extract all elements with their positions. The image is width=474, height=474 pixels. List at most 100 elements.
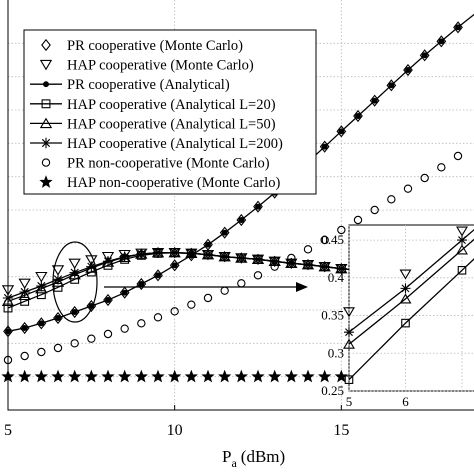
data-point [20,296,30,306]
inset-data-point [400,283,411,294]
data-point [437,163,446,172]
legend-label: HAP cooperative (Analytical L=20) [67,97,276,113]
legend-label: HAP non-cooperative (Monte Carlo) [67,175,280,191]
inset-data-point [343,338,355,349]
data-point [201,369,215,383]
data-point [170,307,179,316]
data-point [371,97,378,104]
x-axis-label-unit: (dBm) [241,447,285,466]
data-point [118,369,132,383]
zoom-arrow-head [296,282,308,292]
legend-marker [43,81,49,88]
x-axis-label: Pa (dBm) [222,447,285,470]
inset-data-point [399,269,412,280]
data-point [35,271,48,283]
data-point [336,263,347,274]
inset-series [343,226,474,384]
inset-line [348,238,474,345]
legend-marker [39,59,53,71]
data-point [69,305,80,319]
data-point [338,128,345,135]
inset-series-1 [344,258,474,384]
data-point [270,262,279,271]
data-point [370,205,379,215]
x-axis-label-main: P [222,447,231,466]
data-point [187,300,196,309]
data-point [251,369,265,383]
data-point [68,258,81,270]
inset-x-tick-label: 5 [346,394,353,409]
data-point [421,52,428,59]
data-point [21,325,28,331]
data-point [286,258,297,269]
data-point [184,369,198,383]
inset-data-point [456,244,468,255]
data-point [355,113,361,119]
x-tick-label: 5 [4,422,12,439]
data-point [37,347,46,357]
data-point [269,256,280,267]
data-point [205,241,211,248]
data-point [268,369,282,383]
data-point [102,256,114,267]
inset-ticks: 0.25 0.3 0.35 0.4 0.45 5 6 [321,232,409,409]
legend-entry: PR cooperative (Monte Carlo) [41,38,243,54]
legend-marker [39,117,53,129]
data-point [51,369,65,383]
inset-data-point [399,293,412,304]
data-point [19,286,30,298]
data-point [320,235,329,245]
legend-entry: HAP cooperative (Analytical L=20) [30,97,276,113]
zoom-annotation [52,241,308,323]
data-point [84,369,98,383]
data-point [420,173,429,183]
inset-data-point [457,235,467,246]
inset-data-point [343,307,355,318]
data-point [387,195,396,204]
data-point [455,24,461,31]
data-point [403,184,413,193]
data-point [219,251,230,262]
data-point [302,259,314,270]
legend-label: HAP cooperative (Analytical L=50) [67,116,276,132]
data-point [152,247,164,258]
data-point [321,143,328,150]
legend-entry: HAP cooperative (Analytical L=200) [30,136,283,152]
data-point [121,289,128,296]
data-point [36,317,47,330]
data-point [405,67,411,73]
data-point [55,315,61,321]
legend-label: HAP cooperative (Analytical L=200) [67,136,283,152]
data-point [334,369,348,383]
data-point [151,369,165,383]
legend-entry: PR cooperative (Analytical) [30,77,230,93]
data-point [303,245,313,254]
data-point [319,261,330,272]
data-point [38,320,45,327]
data-point [218,369,232,383]
inset-series-3 [344,228,474,338]
data-point [203,293,213,303]
data-point [220,286,229,295]
inset-y-tick-label: 0.45 [321,232,344,247]
x-tick-label: 15 [333,422,349,439]
data-point [287,253,296,263]
legend-entry: HAP non-cooperative (Monte Carlo) [39,175,280,191]
legend-label: PR non-cooperative (Monte Carlo) [67,156,270,172]
data-point [134,369,148,383]
inset-background [348,224,474,392]
data-point [221,229,228,236]
data-point [155,272,161,279]
legend-label: HAP cooperative (Monte Carlo) [67,58,254,74]
inset-data-point [401,318,410,328]
legend-marker [41,99,51,109]
data-point [71,309,78,315]
data-point [353,215,363,225]
data-point [453,151,463,161]
data-point [68,369,82,383]
data-point [105,297,111,303]
data-point [51,265,65,276]
inset-series-0 [343,226,468,318]
data-point [236,252,247,264]
inset-series-2 [343,238,474,349]
